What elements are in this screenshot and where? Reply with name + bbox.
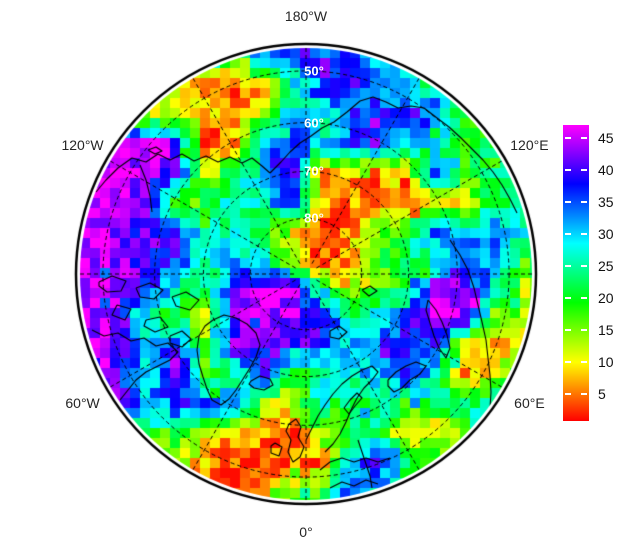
colorbar-tick xyxy=(565,136,571,139)
colorbar-tick xyxy=(581,393,587,396)
latitude-label-60: 60° xyxy=(304,115,324,131)
colorbar-tick xyxy=(581,361,587,364)
colorbar-tick xyxy=(565,329,571,332)
colorbar-tick xyxy=(565,264,571,267)
colorbar-tick xyxy=(565,168,571,171)
colorbar-tick-label: 5 xyxy=(598,386,606,403)
colorbar-tick xyxy=(565,393,571,396)
colorbar-tick xyxy=(581,264,587,267)
latitude-label-50: 50° xyxy=(304,63,324,79)
colorbar-tick xyxy=(581,232,587,235)
colorbar-tick-label: 30 xyxy=(598,225,614,242)
latitude-label-80: 80° xyxy=(304,210,324,226)
colorbar-tick-label: 25 xyxy=(598,257,614,274)
colorbar-tick-label: 10 xyxy=(598,354,614,371)
meridian-label-180w: 180°W xyxy=(284,8,328,24)
colorbar: 5 10 15 20 25 30 35 40 45 xyxy=(563,125,614,421)
colorbar-tick-label: 45 xyxy=(598,129,614,146)
meridian-label-120w: 120°W xyxy=(61,137,104,153)
colorbar-tick xyxy=(581,168,587,171)
colorbar-tick xyxy=(565,296,571,299)
colorbar-tick xyxy=(581,329,587,332)
colorbar-tick xyxy=(565,232,571,235)
colorbar-tick-label: 35 xyxy=(598,193,614,210)
colorbar-tick-label: 40 xyxy=(598,161,614,178)
colorbar-tick-label: 20 xyxy=(598,289,614,306)
colorbar-tick xyxy=(581,136,587,139)
colorbar-gradient xyxy=(563,125,589,421)
colorbar-tick xyxy=(581,200,587,203)
meridian-label-60e: 60°E xyxy=(514,395,545,411)
meridian-label-120e: 120°E xyxy=(510,137,549,153)
latitude-label-70: 70° xyxy=(304,163,324,179)
meridian-label-0: 0° xyxy=(299,524,313,540)
meridian-label-60w: 60°W xyxy=(65,395,100,411)
colorbar-tick xyxy=(565,200,571,203)
colorbar-tick xyxy=(565,361,571,364)
colorbar-tick xyxy=(581,296,587,299)
colorbar-tick-label: 15 xyxy=(598,322,614,339)
